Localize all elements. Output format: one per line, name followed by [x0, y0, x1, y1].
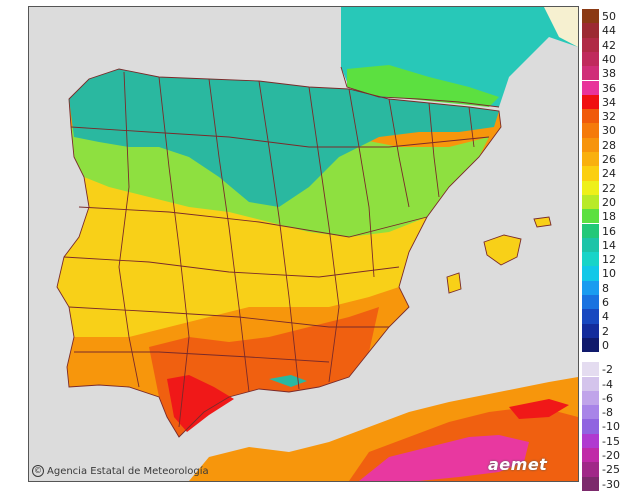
legend-label-pos-14: 18 [602, 210, 616, 224]
aemet-logo: aemet [488, 455, 548, 474]
temperature-legend: 50 44 42 40 38 36 34 32 30 28 26 24 22 20 18 16 14 12 10 8 6… [582, 9, 630, 491]
coastline-france [340, 66, 552, 294]
legend-label-pos-12: 22 [602, 181, 616, 195]
iberia-extreme-south [167, 375, 234, 432]
legend-label-neg-0: -2 [602, 363, 613, 377]
legend-swatch-neg-2 [582, 390, 599, 406]
province-borders [56, 68, 502, 438]
legend-swatch-pos-3 [582, 51, 599, 67]
legend-swatch-pos-1 [582, 23, 599, 38]
legend-label-pos-4: 38 [602, 67, 616, 81]
legend-label-pos-16: 14 [602, 238, 616, 252]
legend-swatch-pos-22 [582, 323, 599, 338]
legend-label-pos-23: 0 [602, 338, 609, 352]
legend-swatch-neg-4 [582, 419, 599, 434]
legend-label-pos-17: 12 [602, 253, 616, 267]
legend-swatch-pos-23 [582, 337, 599, 353]
france-pale-region [544, 7, 578, 47]
legend-swatch-pos-14 [582, 209, 599, 224]
legend-swatch-pos-15 [582, 223, 599, 238]
legend-swatch-pos-17 [582, 252, 599, 267]
atlas-mountains-hot [359, 435, 529, 481]
legend-swatch-pos-13 [582, 194, 599, 210]
credit-text: Agencia Estatal de Meteorología [47, 465, 209, 477]
legend-label-pos-8: 30 [602, 124, 616, 138]
france-green-band [347, 65, 499, 107]
legend-swatch-pos-9 [582, 137, 599, 152]
legend-label-pos-7: 32 [602, 110, 616, 124]
legend-swatch-pos-16 [582, 237, 599, 253]
legend-swatch-pos-6 [582, 94, 599, 110]
legend-label-neg-4: -10 [602, 420, 620, 434]
legend-swatch-pos-8 [582, 123, 599, 138]
legend-label-pos-15: 16 [602, 224, 616, 238]
legend-label-pos-5: 36 [602, 81, 616, 95]
legend-swatch-neg-3 [582, 405, 599, 420]
map-canvas [29, 7, 578, 481]
legend-label-neg-6: -20 [602, 449, 620, 462]
legend-swatch-pos-10 [582, 152, 599, 167]
iberia-cool-zone [69, 69, 499, 207]
legend-label-neg-3: -8 [602, 406, 613, 420]
legend-label-pos-10: 26 [602, 153, 616, 166]
legend-swatch-pos-12 [582, 180, 599, 195]
legend-label-neg-8: -30 [602, 477, 620, 491]
legend-label-pos-11: 24 [602, 167, 616, 181]
legend-label-neg-5: -15 [602, 434, 620, 448]
legend-swatch-neg-1 [582, 376, 599, 391]
legend-swatch-pos-21 [582, 309, 599, 324]
legend-label-pos-18: 10 [602, 267, 616, 281]
africa-extreme [509, 399, 569, 419]
legend-label-pos-22: 2 [602, 324, 609, 338]
legend-label-neg-1: -4 [602, 377, 613, 391]
legend-swatch-neg-5 [582, 433, 599, 448]
legend-label-pos-1: 44 [602, 24, 616, 38]
legend-label-pos-13: 20 [602, 195, 616, 209]
legend-swatch-neg-0 [582, 362, 599, 377]
credit-line: © Agencia Estatal de Meteorología [32, 465, 209, 477]
legend-label-neg-2: -6 [602, 391, 613, 405]
legend-label-pos-19: 8 [602, 281, 609, 295]
legend-swatch-pos-11 [582, 166, 599, 181]
legend-swatch-pos-2 [582, 37, 599, 52]
legend-swatch-neg-6 [582, 448, 599, 463]
legend-swatch-pos-4 [582, 66, 599, 81]
legend-swatch-neg-8 [582, 476, 599, 491]
legend-swatch-neg-7 [582, 462, 599, 477]
legend-swatch-pos-19 [582, 280, 599, 295]
copyright-icon: © [32, 465, 44, 477]
ibiza-island [447, 273, 461, 293]
legend-label-pos-20: 6 [602, 296, 609, 309]
legend-swatch-pos-18 [582, 266, 599, 281]
legend-label-pos-21: 4 [602, 310, 609, 324]
legend-swatch-pos-7 [582, 109, 599, 124]
temperature-map [28, 6, 579, 482]
menorca-island [534, 217, 551, 227]
legend-label-neg-7: -25 [602, 463, 620, 477]
legend-label-pos-9: 28 [602, 138, 616, 152]
legend-label-pos-3: 40 [602, 52, 616, 66]
legend-swatch-pos-0 [582, 9, 599, 24]
legend-swatch-pos-5 [582, 80, 599, 95]
legend-label-pos-6: 34 [602, 95, 616, 109]
legend-swatch-pos-20 [582, 295, 599, 310]
legend-label-pos-0: 50 [602, 10, 616, 23]
mallorca-island [484, 235, 521, 265]
legend-label-pos-2: 42 [602, 38, 616, 52]
